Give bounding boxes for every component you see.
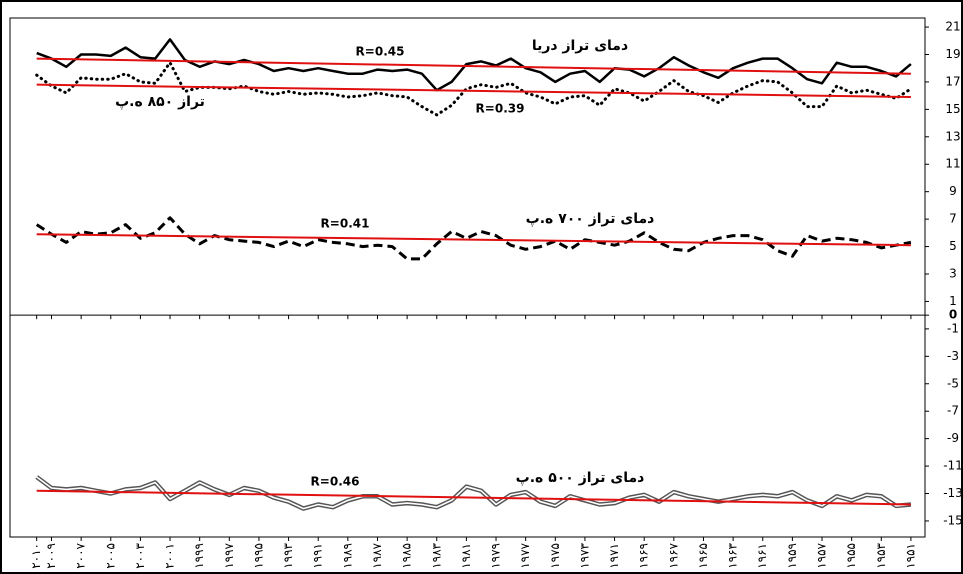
- series-line: [36, 38, 912, 92]
- y-tick-label: -7: [947, 404, 959, 418]
- x-tick-label: ۱۹۹۳: [281, 542, 295, 568]
- x-tick-label: ۱۹۷۷: [518, 542, 532, 568]
- x-tick-label: ۱۹۵۳: [874, 542, 888, 568]
- y-tick-label: 21: [945, 20, 960, 34]
- y-tick-label: 7: [949, 212, 957, 226]
- x-tick-label: ۱۹۷۳: [577, 542, 591, 568]
- trend-label: R=0.46: [311, 475, 360, 489]
- trend-line: [36, 83, 911, 99]
- y-tick-label: 5: [949, 239, 957, 253]
- x-tick-label: ۱۹۸۱: [459, 543, 473, 569]
- y-tick-label: -13: [943, 486, 963, 500]
- x-tick-label: ۱۹۵۱: [903, 543, 917, 569]
- x-tick-label: ۱۹۷۹: [489, 543, 503, 569]
- x-tick-label: ۱۹۷۵: [548, 543, 562, 569]
- x-tick-label: ۱۹۹۹: [192, 543, 206, 569]
- x-tick-label: ۱۹۵۹: [785, 543, 799, 569]
- x-tick-label: ۱۹۸۹: [340, 543, 354, 569]
- x-tick-label: ۲۰۰۷: [74, 542, 88, 568]
- x-tick-label: ۱۹۶۹: [637, 543, 651, 569]
- x-tick-label: ۱۹۶۱: [755, 543, 769, 569]
- trend-line: [36, 233, 911, 247]
- x-tick-label: ۱۹۹۵: [251, 543, 265, 569]
- x-tick-label: ۲۰۰۵: [103, 543, 117, 569]
- series-line: [35, 216, 912, 261]
- series-label: دمای تراز ۵۰۰ ه.پ: [516, 470, 645, 486]
- x-tick-label: ۱۹۸۳: [429, 542, 443, 568]
- series-label: دمای تراز ۷۰۰ ه.پ: [526, 211, 655, 227]
- x-tick-label: ۱۹۵۷: [815, 542, 829, 568]
- x-tick-label: ۱۹۹۱: [311, 543, 325, 569]
- y-tick-label: 0: [949, 308, 957, 322]
- trend-label: R=0.41: [321, 217, 370, 231]
- y-tick-label: 19: [945, 47, 960, 61]
- y-tick-label: 9: [949, 184, 957, 198]
- trend-line: [36, 489, 911, 506]
- x-tick-label: ۱۹۶۳: [726, 542, 740, 568]
- y-tick-label: 13: [945, 129, 960, 143]
- trend-label: R=0.45: [356, 45, 405, 59]
- y-tick-label: 3: [949, 267, 957, 281]
- y-tick-label: 17: [945, 74, 960, 88]
- x-tick-label: ۱۹۹۷: [222, 542, 236, 568]
- x-tick-label: ۲۰۰۳: [133, 542, 147, 568]
- x-tick-label: ۱۹۵۵: [844, 543, 858, 569]
- x-tick-label: ۱۹۶۷: [666, 542, 680, 568]
- series-label: دمای تراز دریا: [532, 38, 628, 54]
- trend-label: R=0.39: [476, 102, 525, 116]
- x-tick-label: ۱۹۸۵: [400, 543, 414, 569]
- x-tick-label: ۱۹۷۱: [607, 543, 621, 569]
- plot-area: [9, 17, 926, 538]
- series-label: تراز ۸۵۰ ه.پ: [115, 94, 205, 110]
- x-tick-label: ۱۹۶۵: [696, 543, 710, 569]
- y-tick-label: -1: [947, 321, 959, 335]
- y-tick-label: -5: [947, 376, 959, 390]
- y-tick-label: 1: [949, 294, 957, 308]
- y-tick-label: -3: [947, 349, 959, 363]
- trend-line: [36, 57, 911, 75]
- y-tick-label: -15: [943, 513, 963, 527]
- x-tick-label: ۱۹۸۷: [370, 542, 384, 568]
- y-tick-label: 15: [945, 102, 960, 116]
- x-tick-label: ۲۰۰۱: [163, 543, 177, 569]
- x-tick-label: ۲۰۰۹: [44, 543, 58, 569]
- y-tick-label: -9: [947, 431, 959, 445]
- y-tick-label: 11: [945, 157, 960, 171]
- y-tick-label: -11: [943, 459, 963, 473]
- x-tick-label: ۲۰۱۰: [29, 543, 43, 569]
